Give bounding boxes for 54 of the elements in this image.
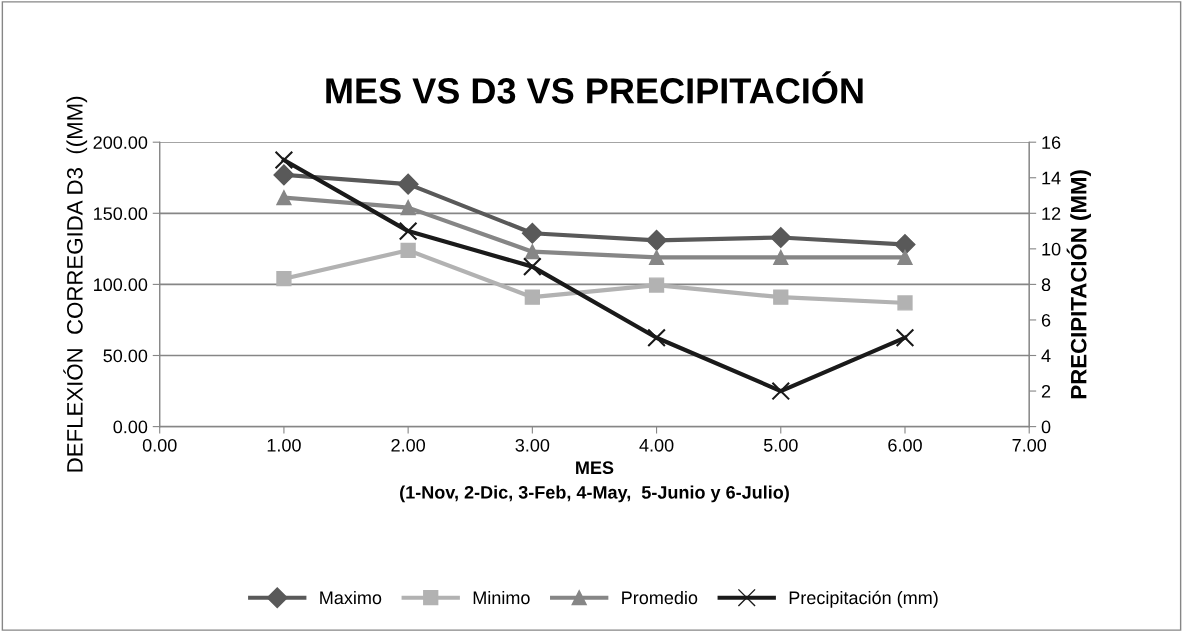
x-tick-label: 2.00 <box>391 438 425 452</box>
legend-label: Promedio <box>622 590 698 605</box>
y2-tick-label: 6 <box>1041 313 1051 327</box>
point <box>894 234 916 256</box>
point <box>398 221 418 241</box>
y-tick-label: 50.00 <box>103 349 148 363</box>
point <box>647 328 666 348</box>
point <box>522 257 542 276</box>
point <box>770 226 792 248</box>
point <box>897 249 913 266</box>
legend-label: Maximo <box>320 590 382 605</box>
point <box>400 242 416 258</box>
point <box>524 244 540 260</box>
point <box>773 249 789 266</box>
chart-title: MES VS D3 VS PRECIPITACIÓN <box>326 71 863 104</box>
y-axis-title: DEFLEXIÓN CORREGIDA D3 ((MM) <box>63 96 88 472</box>
y2-tick-label: 8 <box>1041 278 1051 292</box>
y2-axis-title: PRECIPITACIÓN (MM) <box>1066 170 1091 399</box>
point <box>648 249 665 266</box>
x-tick-label: 3.00 <box>515 438 550 452</box>
point <box>524 289 540 305</box>
point <box>397 173 419 195</box>
point <box>273 164 295 186</box>
y-tick-label: 200.00 <box>93 136 148 149</box>
x-tick-label: 5.00 <box>763 438 798 452</box>
x-tick-label: 6.00 <box>888 438 922 452</box>
y-tick-label: 150.00 <box>94 207 148 221</box>
point <box>276 271 292 287</box>
y2-tick-label: 4 <box>1041 349 1051 363</box>
point <box>771 381 791 401</box>
point <box>400 199 416 216</box>
y2-tick-label: 12 <box>1042 207 1061 220</box>
x-tick-label: 0.00 <box>142 438 177 452</box>
x-tick-label: 1.00 <box>267 438 301 452</box>
y-tick-label: 0.00 <box>113 420 148 434</box>
x-tick-label: 7.00 <box>1012 438 1047 452</box>
legend-label: Precipitación (mm) <box>789 590 938 608</box>
point <box>773 289 789 305</box>
x-tick-label: 4.00 <box>639 438 674 452</box>
point <box>646 229 668 251</box>
legend-label: Minimo <box>473 590 530 605</box>
point <box>648 277 665 293</box>
y2-tick-label: 16 <box>1042 136 1061 149</box>
point <box>276 190 292 206</box>
point <box>897 295 913 311</box>
y2-tick-label: 2 <box>1041 384 1051 398</box>
y2-tick-label: 0 <box>1041 420 1051 434</box>
y2-tick-label: 10 <box>1042 242 1061 256</box>
point <box>895 328 915 348</box>
point <box>274 150 294 170</box>
x-axis-title: MES (1-Nov, 2-Dic, 3-Feb, 4-May, 5-Junio y 6-Julio) <box>400 461 789 503</box>
y2-tick-label: 14 <box>1042 171 1061 185</box>
y-tick-label: 100.00 <box>94 278 148 292</box>
point <box>521 222 543 244</box>
